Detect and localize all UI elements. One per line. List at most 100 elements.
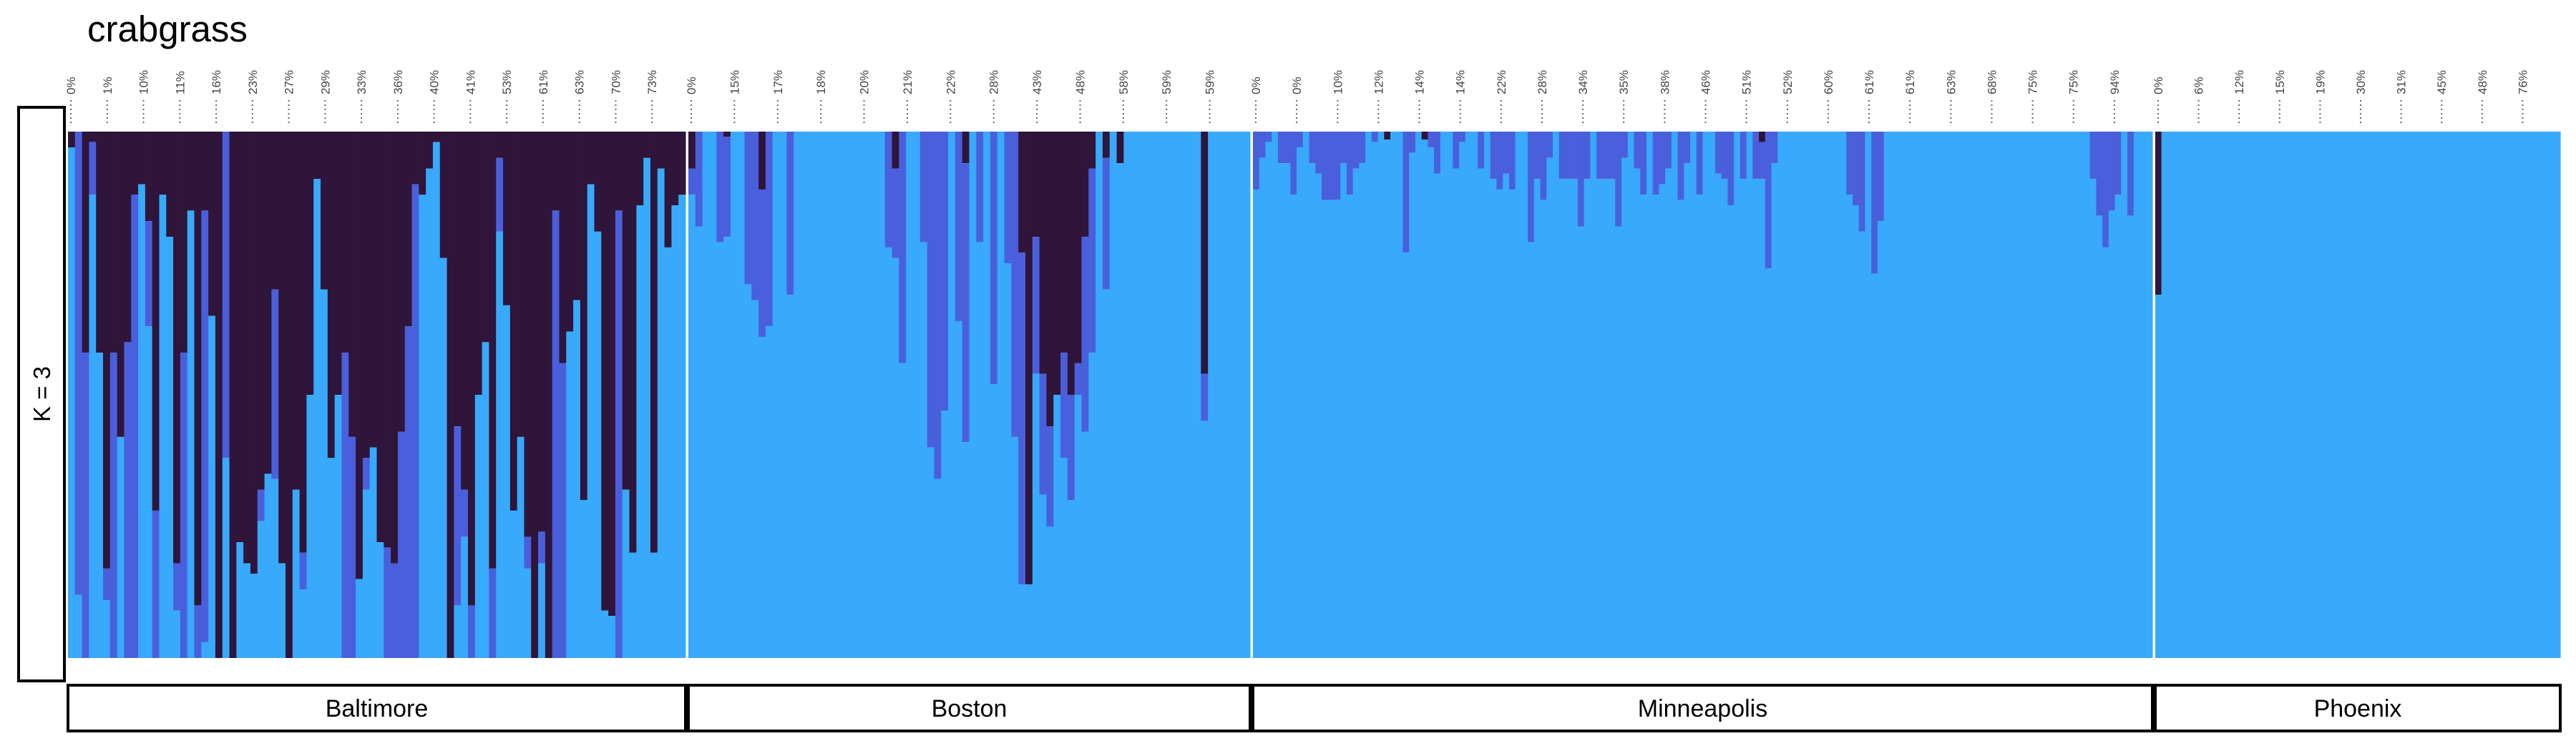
tick-dot [106, 109, 108, 110]
tick-dot [106, 117, 108, 119]
tick-dot [863, 122, 865, 123]
bar-segment-c3 [1808, 132, 1816, 658]
bar-segment-c1 [517, 132, 525, 437]
tick-dot [2238, 104, 2240, 106]
tick-dot [1582, 117, 1584, 119]
tick-dot [2278, 109, 2280, 110]
tick-dot [1786, 104, 1788, 106]
tick-dot [2319, 109, 2321, 110]
bar-segment-c2 [1039, 373, 1048, 495]
sample-bar [2492, 132, 2499, 658]
bar-segment-c2 [489, 568, 497, 658]
sample-bar [2302, 132, 2309, 658]
bar-segment-c2 [1290, 132, 1297, 195]
sample-bar [877, 132, 886, 658]
tick-dot [1623, 117, 1625, 119]
bar-segment-c2 [1696, 132, 1704, 195]
tick-dot [733, 113, 736, 114]
k-label-panel: K = 3 [17, 106, 66, 682]
bar-segment-c2 [1615, 132, 1622, 227]
tick-dot [396, 109, 399, 110]
bar-segment-c1 [278, 132, 286, 564]
sample-bar [1483, 132, 1491, 658]
tick-label: 61% [1903, 70, 1917, 94]
bar-segment-c3 [2077, 132, 2084, 658]
bar-segment-c1 [1088, 132, 1096, 169]
bar-segment-c3 [236, 542, 244, 658]
tick-dot [776, 113, 779, 114]
bar-segment-c3 [1640, 195, 1647, 658]
tick-dot [70, 104, 72, 106]
tick-dot [142, 100, 145, 102]
tick-label: 76% [2516, 70, 2529, 94]
sample-bar [1194, 132, 1201, 658]
bar-segment-c3 [1025, 584, 1033, 658]
bar-segment-c3 [517, 436, 525, 658]
bar-segment-c3 [969, 132, 977, 658]
bar-segment-c3 [1229, 132, 1236, 658]
bar-segment-c3 [1453, 168, 1460, 658]
bar-segment-c1 [341, 132, 349, 353]
sample-bar [1865, 132, 1872, 658]
bar-segment-c2 [538, 531, 546, 564]
bar-segment-c3 [1933, 132, 1941, 658]
sample-bar [2406, 132, 2414, 658]
bar-segment-c3 [2192, 132, 2199, 658]
sample-bar [2039, 132, 2047, 658]
bar-segment-c1 [404, 132, 413, 327]
tick-dot [2481, 104, 2483, 106]
tick-label: 10% [137, 70, 151, 94]
bar-segment-c3 [96, 353, 104, 658]
bar-segment-c3 [2241, 132, 2248, 658]
sample-bar [864, 132, 872, 658]
sample-bar [2535, 132, 2542, 658]
bar-segment-c3 [2308, 132, 2316, 658]
tick-label: 94% [2108, 70, 2122, 94]
bar-segment-c3 [1759, 179, 1766, 659]
sample-bar [1933, 132, 1941, 658]
bar-segment-c2 [1496, 132, 1503, 190]
bar-segment-c3 [702, 132, 711, 658]
bar-segment-c2 [1459, 132, 1466, 142]
bar-segment-c3 [1696, 195, 1704, 658]
bar-segment-c3 [1490, 179, 1498, 659]
sample-bar [1060, 132, 1068, 658]
bar-segment-c1 [531, 132, 539, 658]
tick-dot [396, 113, 399, 114]
tick-dot [251, 100, 253, 102]
tick-dot [70, 100, 72, 102]
tick-dot [1827, 109, 1829, 110]
bar-segment-c2 [2096, 132, 2103, 216]
bar-segment-c3 [2089, 179, 2097, 659]
sample-bar [229, 132, 237, 658]
tick-dot [950, 113, 952, 114]
tick-label: 6% [2192, 77, 2206, 94]
tick-dot [433, 100, 435, 102]
sample-bar [664, 132, 672, 658]
bar-segment-c1 [1067, 132, 1075, 395]
bar-segment-c3 [1796, 132, 1803, 658]
tick-dot [2197, 109, 2200, 110]
bar-segment-c1 [124, 132, 132, 343]
bar-segment-c3 [1783, 132, 1791, 658]
sample-bar [1032, 132, 1040, 658]
tick-dot [1337, 122, 1339, 123]
sample-bar [1627, 132, 1635, 658]
population-label: Baltimore [326, 695, 429, 722]
bar-segment-c2 [1428, 132, 1435, 148]
bar-segment-c3 [794, 132, 801, 658]
bar-segment-c1 [573, 132, 581, 300]
bar-segment-c3 [934, 478, 942, 658]
bar-segment-c3 [1459, 142, 1466, 659]
tick-label: 61% [1863, 70, 1876, 94]
tick-dot [2278, 117, 2280, 119]
tick-dot [433, 113, 435, 114]
sample-bar [1590, 132, 1597, 658]
tick-dot [820, 100, 822, 102]
tick-dot [1868, 117, 1870, 119]
bar-segment-c3 [1004, 263, 1012, 658]
tick-dot [1541, 104, 1543, 106]
bar-segment-c3 [1902, 132, 1910, 658]
sample-bar [552, 132, 560, 658]
sample-bar [2308, 132, 2316, 658]
